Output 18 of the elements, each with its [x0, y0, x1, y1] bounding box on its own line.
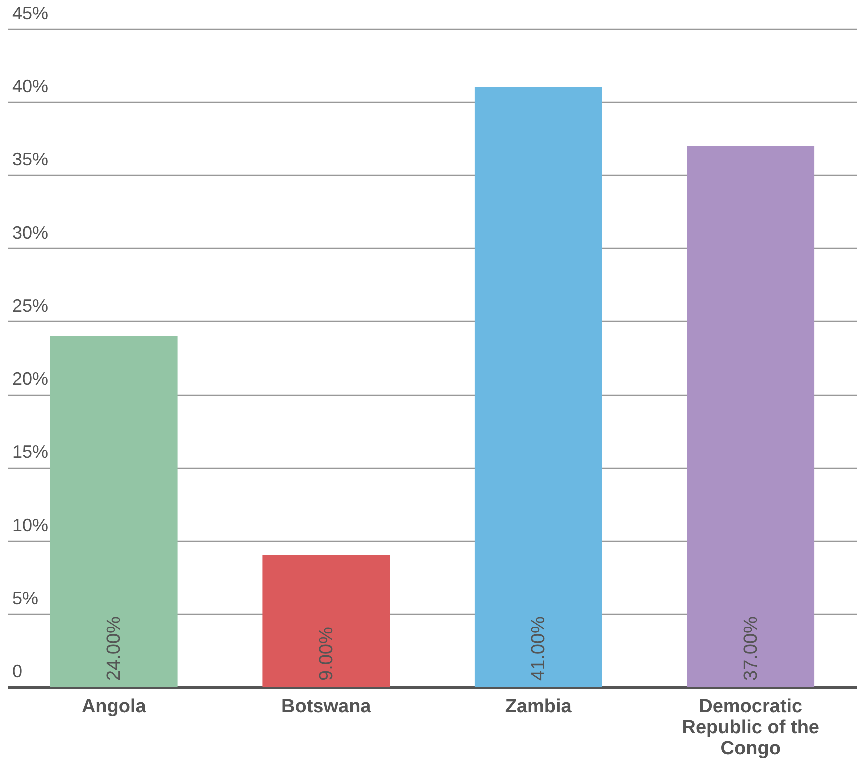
x-tick-label: Zambia [505, 696, 572, 718]
y-tick-label: 30% [12, 222, 49, 243]
y-tick-label: 35% [12, 150, 49, 170]
y-tick-label: 40% [12, 76, 49, 97]
x-tick-label: Democratic Republic of the Congo [682, 696, 820, 760]
y-tick-label: 45% [12, 4, 49, 24]
y-tick-label: 5% [12, 588, 39, 608]
y-tick-label: 10% [12, 515, 49, 536]
y-tick-label: 25% [12, 296, 49, 316]
x-tick-label: Angola [82, 696, 147, 718]
y-tick-label: 20% [12, 369, 49, 390]
data-label: 24.00% [104, 616, 126, 681]
data-label: 37.00% [740, 616, 762, 681]
y-tick-label: 15% [12, 442, 49, 462]
data-label: 41.00% [528, 616, 550, 681]
y-tick-label: 0 [12, 662, 23, 682]
data-label: 9.00% [316, 627, 338, 681]
x-tick-label: Botswana [282, 696, 372, 718]
